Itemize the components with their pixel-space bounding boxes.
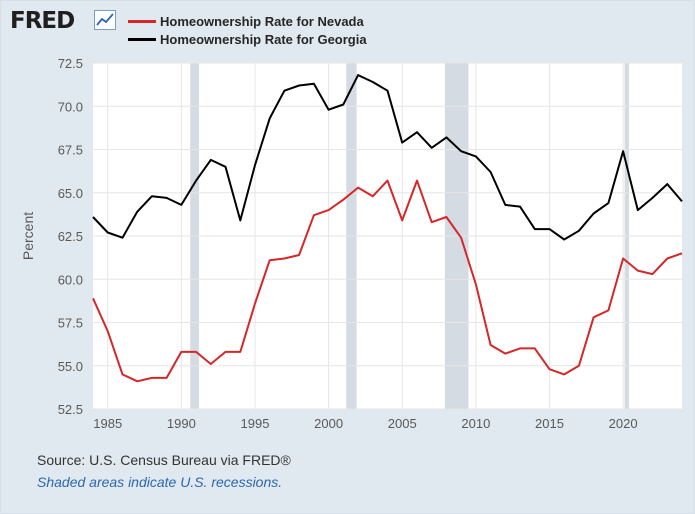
y-tick-label: 70.0 bbox=[58, 99, 83, 114]
legend-swatch-georgia bbox=[128, 37, 156, 41]
series-line-1[interactable] bbox=[92, 74, 683, 241]
x-tick-label: 1990 bbox=[167, 416, 196, 431]
x-tick-label: 1985 bbox=[93, 416, 122, 431]
y-tick-label: 55.0 bbox=[58, 359, 83, 374]
y-tick-label: 62.5 bbox=[58, 229, 83, 244]
legend-label-georgia: Homeownership Rate for Georgia bbox=[160, 31, 367, 47]
line-chart-icon bbox=[94, 10, 116, 30]
x-tick-label: 2020 bbox=[609, 416, 638, 431]
x-tick-label: 2005 bbox=[388, 416, 417, 431]
x-tick-label: 1995 bbox=[241, 416, 270, 431]
legend-item-nevada[interactable]: Homeownership Rate for Nevada bbox=[128, 13, 364, 29]
x-tick-label: 2015 bbox=[535, 416, 564, 431]
fred-logo[interactable]: FRED bbox=[10, 8, 75, 34]
source-text: Source: U.S. Census Bureau via FRED® bbox=[37, 452, 291, 468]
y-tick-label: 65.0 bbox=[58, 186, 83, 201]
y-tick-label: 60.0 bbox=[58, 272, 83, 287]
series-line-0[interactable] bbox=[92, 179, 683, 383]
y-tick-label: 72.5 bbox=[58, 56, 83, 71]
y-tick-label: 67.5 bbox=[58, 143, 83, 158]
legend-swatch-nevada bbox=[128, 19, 156, 23]
y-axis-label: Percent bbox=[20, 212, 36, 260]
recession-note[interactable]: Shaded areas indicate U.S. recessions. bbox=[37, 474, 283, 490]
x-tick-label: 2000 bbox=[314, 416, 343, 431]
legend-item-georgia[interactable]: Homeownership Rate for Georgia bbox=[128, 31, 367, 47]
y-tick-label: 52.5 bbox=[58, 402, 83, 417]
legend-label-nevada: Homeownership Rate for Nevada bbox=[160, 13, 364, 29]
y-tick-label: 57.5 bbox=[58, 316, 83, 331]
x-tick-label: 2010 bbox=[461, 416, 490, 431]
